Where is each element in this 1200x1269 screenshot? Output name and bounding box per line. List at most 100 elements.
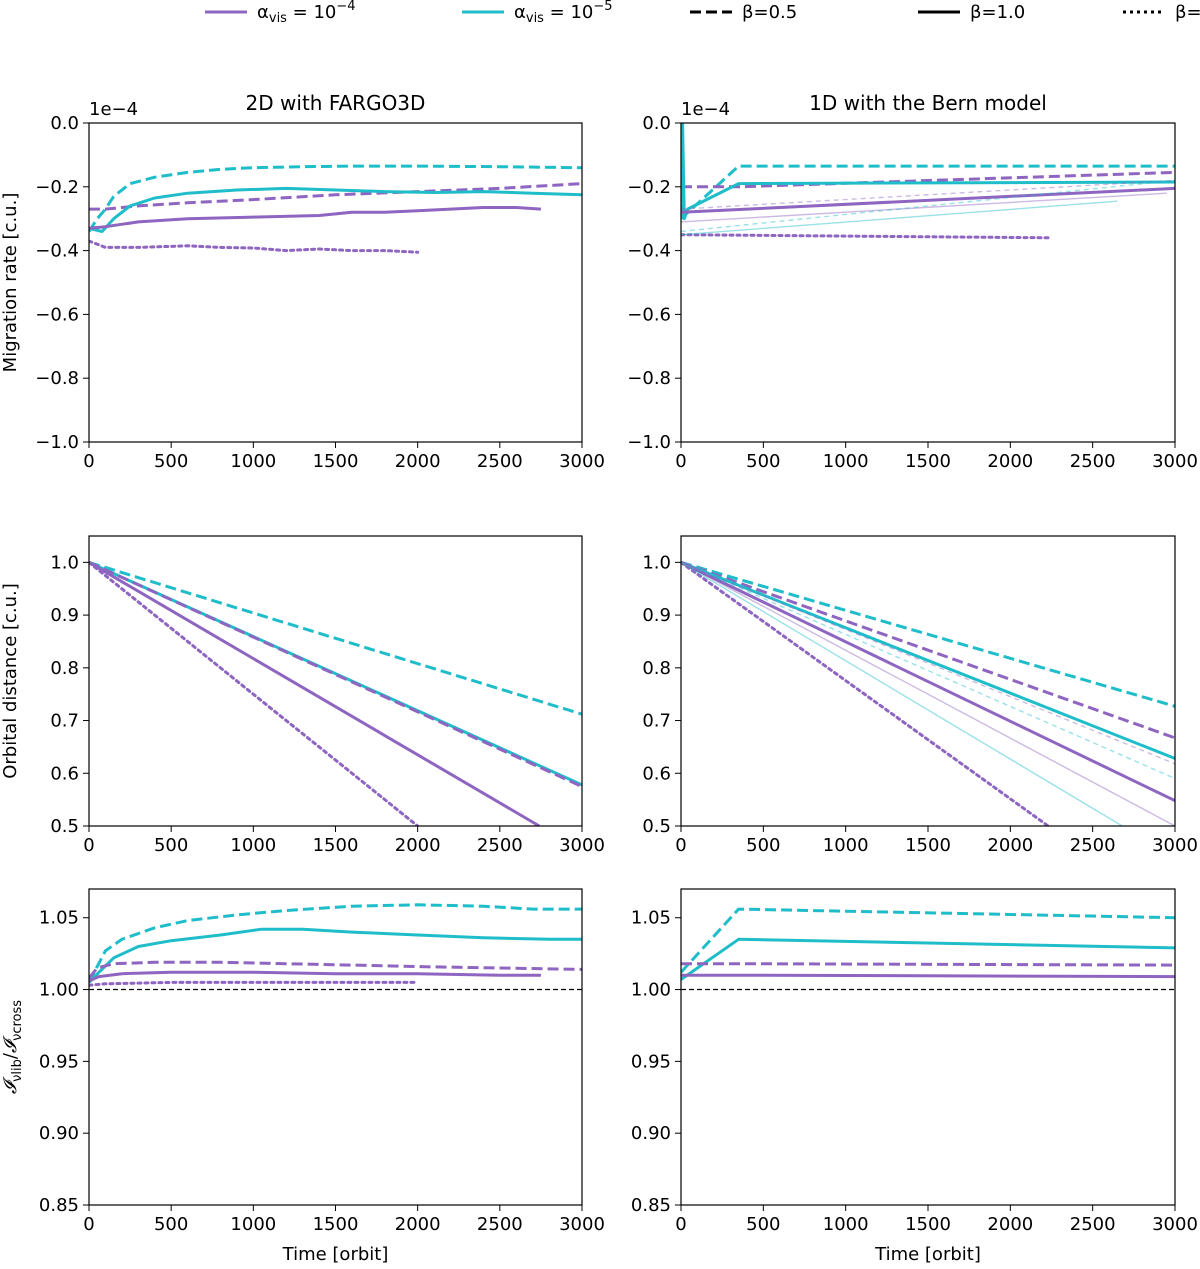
y-axis-label: 𝓘νlib/𝓘νcross [0,1000,25,1094]
y-tick-label: −0.2 [627,177,671,198]
series-line-2: α=1e-5, β=1.0 [681,123,1175,221]
y-tick-label: 0.90 [39,1123,79,1144]
y-tick-label: 1.05 [631,908,671,929]
legend-label: β=0.5 [742,2,797,23]
x-tick-label: 0 [675,835,686,856]
series-group: α=1e-5, β=0.5α=1e-5, β=1.0α=1e-4, β=0.5α… [89,560,582,826]
x-tick-label: 500 [746,451,780,472]
x-tick-label: 500 [154,1214,188,1235]
x-tick-label: 1000 [230,451,276,472]
x-tick-label: 2000 [395,1214,441,1235]
series-group: referenceα=1e-5, β=0.5α=1e-5, β=1.0α=1e-… [681,907,1175,991]
x-tick-label: 500 [746,835,780,856]
series-line-0: α=1e-5, β=0.5 [89,164,582,233]
x-tick-label: 1000 [823,1214,869,1235]
series-line-3: α=1e-4, β=0.5 [89,960,582,980]
y-tick-label: 0.8 [50,658,79,679]
series-line-0: α=1e-5, β=0.5 [89,560,582,716]
x-tick-label: 1500 [905,1214,951,1235]
x-tick-label: 0 [83,1214,94,1235]
panel-title: 2D with FARGO3D [246,91,426,115]
y-tick-label: 0.7 [642,711,671,732]
series-line-2: α=1e-5, β=1.0 [89,927,582,984]
series-line-5: α=1e-4, β=0.5 (thin) [681,561,1175,765]
x-tick-label: 2500 [477,451,523,472]
series-line-2: α=1e-4, β=0.5 [89,561,582,788]
x-tick-label: 1000 [230,1214,276,1235]
series-group: referenceα=1e-5, β=0.5α=1e-5, β=1.0α=1e-… [89,903,582,991]
y-tick-label: 0.85 [631,1195,671,1216]
panel-p21: referenceα=1e-5, β=0.5α=1e-5, β=1.0α=1e-… [631,888,1198,1265]
series-line-7: α=1e-4, β=1.0 (thin) [681,561,1175,826]
y-tick-label: 1.00 [631,980,671,1001]
y-tick-label: 0.5 [642,816,671,837]
y-tick-label: −0.6 [627,304,671,325]
x-tick-label: 0 [675,451,686,472]
panel-p01: α=1e-5, β=0.5α=1e-4, β=0.5α=1e-5, β=1.0α… [627,91,1198,472]
x-tick-label: 2500 [1070,1214,1116,1235]
series-line-2: α=1e-5, β=1.0 [89,186,582,233]
x-tick-label: 2000 [987,835,1033,856]
x-tick-label: 2000 [395,451,441,472]
axes-frame [680,122,1176,443]
series-line-3: α=1e-4, β=1.0 [681,561,1175,803]
x-axis-label: Time [orbit] [874,1244,981,1265]
x-tick-label: 1500 [313,451,359,472]
series-line-5: α=1e-4, β=1.0 (thin) [681,192,1167,223]
series-line-4: α=1e-4, β=1.5 [89,560,420,826]
series-line-0: α=1e-5, β=0.5 [681,560,1175,708]
legend-entry-b05: β=0.5 [690,2,797,23]
series-line-8: α=1e-5, β=1.0 (thin) [681,561,1123,826]
panel-p20: referenceα=1e-5, β=0.5α=1e-5, β=1.0α=1e-… [0,888,605,1265]
x-tick-label: 3000 [559,1214,605,1235]
x-tick-label: 2500 [1070,451,1116,472]
axes-frame [88,535,583,827]
legend-entry-a5: αvis = 10−5 [462,0,613,26]
series-line-3: α=1e-4, β=1.0 [681,186,1175,214]
panel-p11: α=1e-5, β=0.5α=1e-4, β=0.5α=1e-5, β=1.0α… [642,535,1198,856]
x-tick-label: 2500 [477,1214,523,1235]
x-tick-label: 3000 [559,451,605,472]
y-tick-label: 0.95 [39,1051,79,1072]
panel-title: 1D with the Bern model [809,91,1047,115]
x-tick-label: 2000 [987,451,1033,472]
y-tick-label: −0.4 [627,241,671,262]
series-line-4: α=1e-4, β=1.0 [681,973,1175,979]
x-tick-label: 3000 [1152,1214,1198,1235]
x-tick-label: 0 [675,1214,686,1235]
y-tick-label: 0.6 [50,763,79,784]
panels: α=1e-5, β=0.5α=1e-4, β=0.5α=1e-5, β=1.0α… [0,91,1198,1265]
x-tick-label: 1500 [313,835,359,856]
x-axis-label: Time [orbit] [282,1244,389,1265]
y-axis-label: Migration rate [c.u.] [0,193,21,373]
legend-entry-b10: β=1.0 [918,2,1025,23]
series-line-1: α=1e-4, β=0.5 [89,182,582,211]
x-tick-label: 500 [154,451,188,472]
y-tick-label: 0.0 [642,113,671,134]
series-line-6: α=1e-5, β=0.5 (thin) [681,561,1175,780]
series-line-1: α=1e-4, β=0.5 [681,560,1175,740]
y-tick-label: 0.9 [642,605,671,626]
x-tick-label: 1000 [823,451,869,472]
y-tick-label: 0.6 [642,763,671,784]
y-tick-label: 0.8 [642,658,671,679]
x-tick-label: 1500 [313,1214,359,1235]
y-tick-label: −0.8 [35,368,79,389]
x-tick-label: 2500 [1070,835,1116,856]
y-tick-label: 0.7 [50,711,79,732]
series-line-2: α=1e-5, β=1.0 [681,561,1175,760]
legend-label: αvis = 10−4 [257,0,356,26]
y-tick-label: 1.0 [642,552,671,573]
legend-label: β=1.0 [970,2,1025,23]
panel-p10: α=1e-5, β=0.5α=1e-5, β=1.0α=1e-4, β=0.5α… [0,535,605,856]
y-tick-label: −0.2 [35,177,79,198]
series-line-4: α=1e-4, β=1.5 [681,560,1050,826]
y-tick-label: 1.05 [39,908,79,929]
x-tick-label: 500 [154,835,188,856]
legend-entry-b15: β=1.5 [1123,2,1200,23]
x-tick-label: 2000 [987,1214,1033,1235]
y-tick-label: −0.4 [35,241,79,262]
series-group: α=1e-5, β=0.5α=1e-4, β=0.5α=1e-5, β=1.0α… [89,164,582,254]
x-tick-label: 1000 [230,835,276,856]
